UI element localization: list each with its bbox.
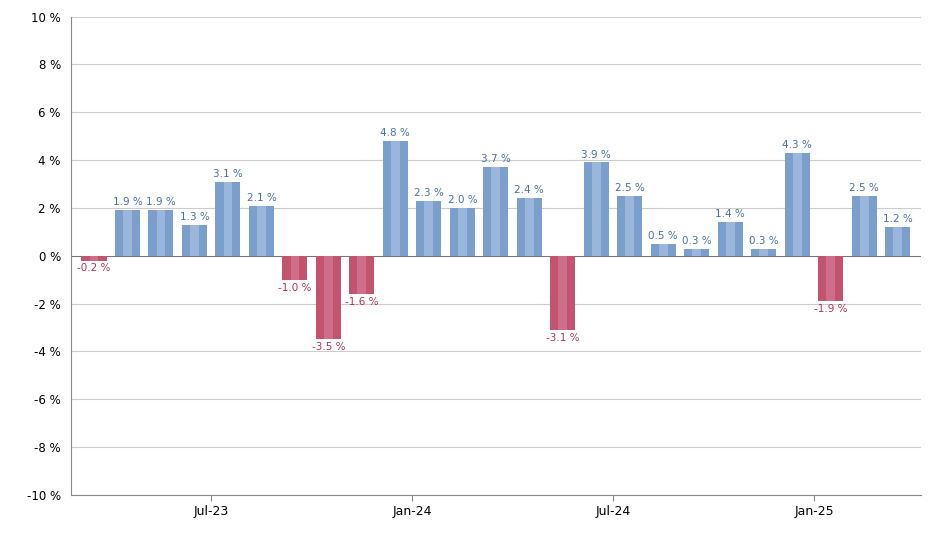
Bar (760, 249, 768, 256)
Bar (257, 206, 266, 256)
Bar (492, 167, 500, 256)
Bar (592, 162, 601, 256)
Text: -1.6 %: -1.6 % (345, 297, 379, 307)
Bar (181, 224, 207, 256)
Bar (89, 256, 99, 261)
Bar (525, 199, 534, 256)
Bar (650, 244, 676, 256)
Text: 1.9 %: 1.9 % (146, 197, 176, 207)
Text: 0.3 %: 0.3 % (682, 236, 712, 246)
Text: 3.9 %: 3.9 % (582, 150, 611, 160)
Text: 2.1 %: 2.1 % (246, 192, 276, 202)
Bar (659, 244, 667, 256)
Bar (751, 249, 776, 256)
Bar (324, 256, 333, 339)
Text: -3.5 %: -3.5 % (312, 342, 345, 353)
Bar (316, 256, 341, 339)
Bar (792, 153, 802, 256)
Bar (282, 256, 307, 279)
Text: 4.3 %: 4.3 % (782, 140, 812, 150)
Bar (885, 227, 910, 256)
Bar (190, 224, 199, 256)
Bar (852, 196, 877, 256)
Text: 2.5 %: 2.5 % (615, 183, 645, 193)
Bar (458, 208, 467, 256)
Text: 1.9 %: 1.9 % (113, 197, 142, 207)
Bar (357, 256, 367, 294)
Bar (584, 162, 609, 256)
Text: -0.2 %: -0.2 % (77, 263, 111, 273)
Bar (290, 256, 299, 279)
Text: 0.3 %: 0.3 % (749, 236, 778, 246)
Text: -1.0 %: -1.0 % (278, 283, 311, 293)
Bar (149, 210, 174, 256)
Bar (860, 196, 869, 256)
Bar (391, 141, 400, 256)
Bar (625, 196, 634, 256)
Bar (718, 222, 743, 256)
Text: 1.3 %: 1.3 % (180, 212, 210, 222)
Bar (693, 249, 701, 256)
Bar (450, 208, 475, 256)
Text: -1.9 %: -1.9 % (814, 304, 848, 314)
Bar (115, 210, 140, 256)
Bar (123, 210, 132, 256)
Bar (726, 222, 735, 256)
Bar (215, 182, 241, 256)
Bar (350, 256, 374, 294)
Text: 0.5 %: 0.5 % (649, 231, 678, 241)
Bar (550, 256, 575, 330)
Bar (383, 141, 408, 256)
Bar (416, 201, 442, 256)
Bar (785, 153, 810, 256)
Bar (818, 256, 843, 301)
Text: 1.4 %: 1.4 % (715, 210, 745, 219)
Text: 2.3 %: 2.3 % (414, 188, 444, 198)
Bar (249, 206, 274, 256)
Text: 3.7 %: 3.7 % (481, 155, 510, 164)
Text: 3.1 %: 3.1 % (213, 169, 243, 179)
Bar (517, 199, 541, 256)
Text: -3.1 %: -3.1 % (546, 333, 580, 343)
Bar (684, 249, 710, 256)
Bar (224, 182, 232, 256)
Text: 1.2 %: 1.2 % (883, 214, 913, 224)
Bar (826, 256, 835, 301)
Bar (618, 196, 642, 256)
Bar (82, 256, 106, 261)
Bar (157, 210, 165, 256)
Bar (558, 256, 567, 330)
Text: 2.0 %: 2.0 % (447, 195, 478, 205)
Bar (483, 167, 509, 256)
Text: 2.5 %: 2.5 % (850, 183, 879, 193)
Bar (893, 227, 902, 256)
Text: 4.8 %: 4.8 % (381, 128, 410, 138)
Text: 2.4 %: 2.4 % (514, 185, 544, 195)
Bar (425, 201, 433, 256)
